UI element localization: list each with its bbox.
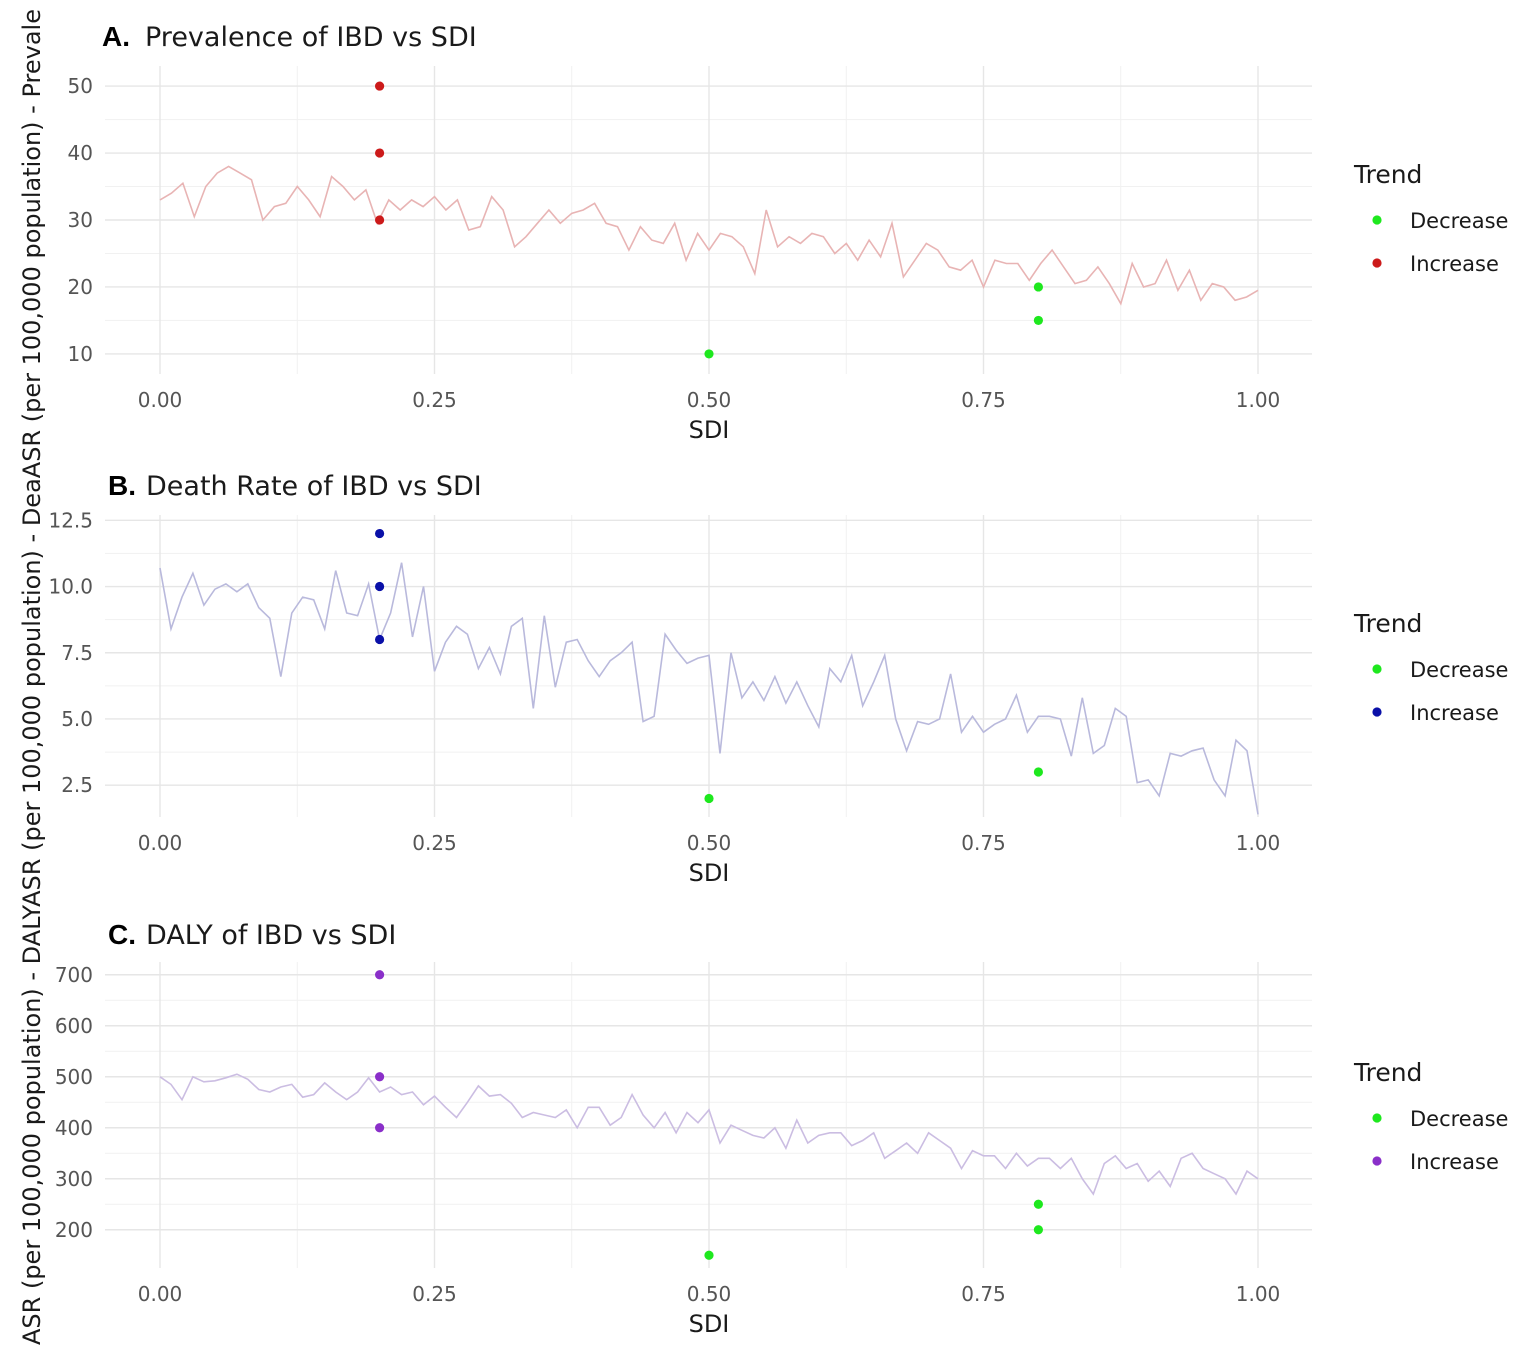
trend-point-increase — [375, 970, 385, 980]
x-tick-label: 0.50 — [687, 831, 732, 855]
shared-y-axis-label: ASR (per 100,000 population) - DALYASR (… — [18, 9, 46, 1345]
y-tick-label: 200 — [55, 1218, 93, 1242]
y-tick-label: 40 — [68, 141, 93, 165]
panel-letter: A. — [102, 21, 130, 52]
legend-title: Trend — [1353, 609, 1422, 638]
trend-point-decrease — [704, 349, 714, 359]
legend-label: Decrease — [1410, 209, 1508, 233]
x-axis-label: SDI — [689, 1310, 730, 1338]
x-tick-label: 0.25 — [412, 388, 457, 412]
legend-label: Increase — [1410, 701, 1499, 725]
trend-point-increase — [375, 581, 385, 592]
y-tick-label: 400 — [55, 1116, 93, 1140]
x-tick-label: 0.50 — [687, 388, 732, 412]
y-tick-label: 20 — [68, 275, 93, 299]
legend-key-decrease — [1372, 215, 1382, 225]
legend-label: Increase — [1410, 1150, 1499, 1174]
trend-point-decrease — [1033, 767, 1043, 777]
x-tick-label: 0.75 — [961, 388, 1006, 412]
trend-point-decrease — [1033, 1225, 1043, 1235]
trend-point-increase — [375, 1123, 385, 1133]
x-tick-label: 0.75 — [961, 1282, 1006, 1306]
legend-key-increase — [1372, 707, 1382, 717]
legend-title: Trend — [1353, 160, 1422, 189]
legend-key-increase — [1372, 258, 1382, 268]
x-tick-label: 1.00 — [1236, 831, 1281, 855]
x-tick-label: 0.00 — [138, 1282, 183, 1306]
legend-label: Increase — [1410, 252, 1499, 276]
trend-point-decrease — [1033, 315, 1043, 326]
trend-point-increase — [375, 215, 385, 225]
panel-title: Death Rate of IBD vs SDI — [146, 471, 482, 502]
panel-letter: C. — [108, 919, 136, 950]
trend-point-decrease — [704, 1250, 714, 1260]
series-line — [159, 562, 1259, 815]
x-tick-label: 0.50 — [687, 1282, 732, 1306]
trend-point-decrease — [1033, 1199, 1043, 1209]
legend-label: Decrease — [1410, 658, 1508, 682]
x-tick-label: 1.00 — [1236, 1282, 1281, 1306]
trend-point-increase — [375, 81, 385, 91]
legend-key-increase — [1372, 1156, 1382, 1166]
panel-letter: B. — [108, 470, 136, 501]
y-tick-label: 500 — [55, 1065, 93, 1089]
x-tick-label: 1.00 — [1236, 388, 1281, 412]
x-tick-label: 0.00 — [138, 831, 183, 855]
chart-panel-2: 0.00 0.25 0.50 0.75 1.00 2.5 5.0 7.5 10.0 12.5 SDI… — [48, 470, 1508, 887]
panel-title: DALY of IBD vs SDI — [146, 920, 396, 951]
y-tick-label: 7.5 — [61, 641, 93, 665]
y-tick-label: 5.0 — [61, 707, 93, 731]
legend-key-decrease — [1372, 664, 1382, 674]
legend-label: Decrease — [1410, 1107, 1508, 1131]
y-tick-label: 12.5 — [48, 508, 93, 532]
legend-key-decrease — [1372, 1113, 1382, 1123]
x-tick-label: 0.25 — [412, 831, 457, 855]
panel-title: Prevalence of IBD vs SDI — [145, 22, 477, 53]
trend-point-increase — [375, 1072, 385, 1082]
x-tick-label: 0.00 — [138, 388, 183, 412]
y-tick-label: 300 — [55, 1167, 93, 1191]
trend-point-increase — [375, 148, 385, 158]
trend-point-decrease — [1033, 282, 1043, 292]
y-tick-label: 10 — [68, 342, 93, 366]
y-tick-label: 10.0 — [48, 575, 93, 599]
chart-panel-3: 0.00 0.25 0.50 0.75 1.00 200 300 400 500 600 700 SD… — [55, 919, 1509, 1338]
x-axis-label: SDI — [689, 416, 730, 444]
trend-point-increase — [375, 634, 385, 645]
trend-point-increase — [375, 528, 385, 539]
chart-panel-1: 0.00 0.25 0.50 0.75 1.00 10 20 30 40 50 SDI A. Preva… — [68, 21, 1509, 444]
y-tick-label: 2.5 — [61, 773, 93, 797]
series-line — [159, 165, 1259, 306]
y-tick-label: 600 — [55, 1014, 93, 1038]
y-tick-label: 30 — [68, 208, 93, 232]
x-axis-label: SDI — [689, 859, 730, 887]
y-tick-label: 50 — [68, 74, 93, 98]
trend-point-decrease — [704, 793, 714, 804]
y-tick-label: 700 — [55, 963, 93, 987]
x-tick-label: 0.75 — [961, 831, 1006, 855]
series-line — [159, 1073, 1259, 1196]
x-tick-label: 0.25 — [412, 1282, 457, 1306]
legend-title: Trend — [1353, 1058, 1422, 1087]
